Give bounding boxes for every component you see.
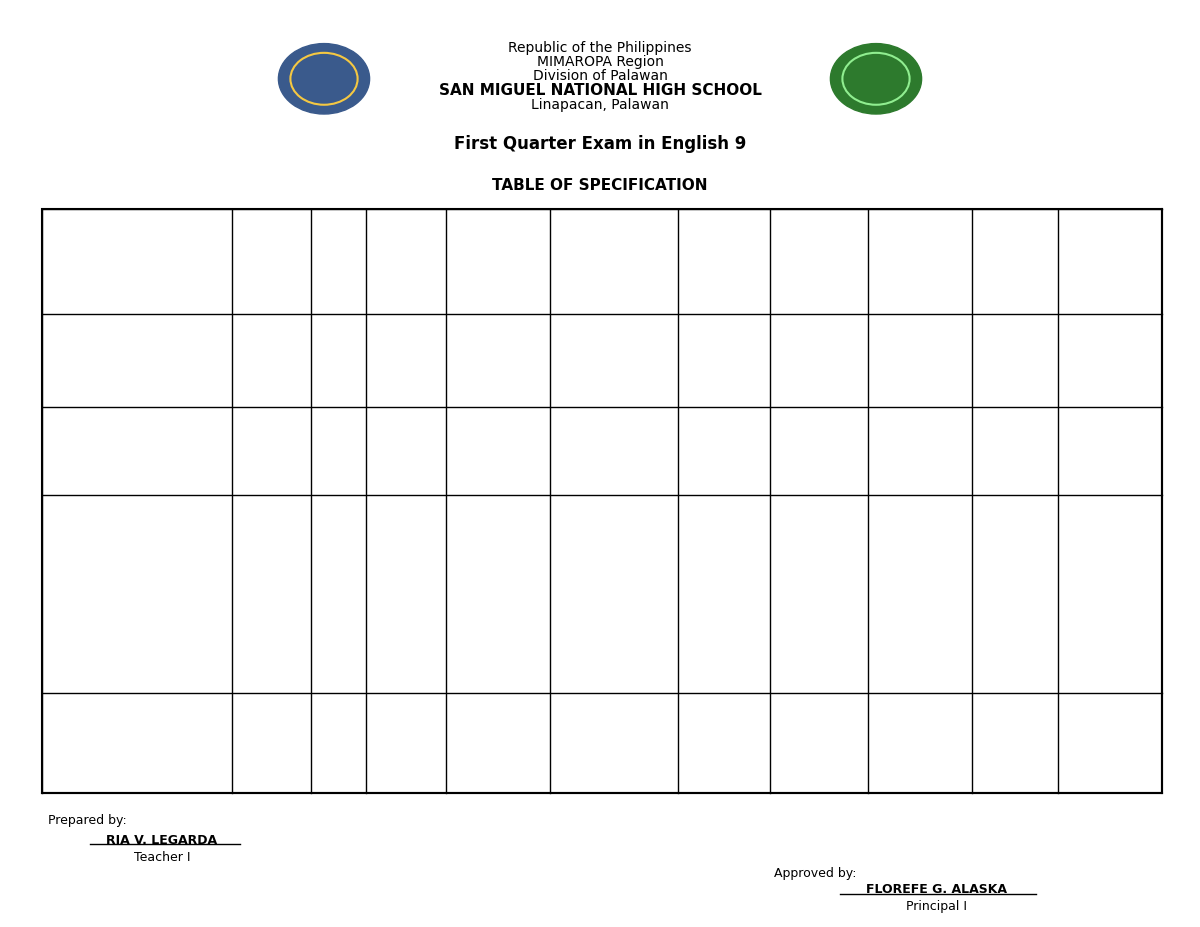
Text: 10: 10: [606, 588, 622, 601]
Text: FLOREFE G. ALASKA: FLOREFE G. ALASKA: [865, 883, 1007, 896]
Text: 0: 0: [1012, 444, 1019, 457]
Text: 0: 0: [1012, 588, 1019, 601]
Text: Analyzing: Analyzing: [787, 255, 851, 268]
Text: 5: 5: [815, 354, 823, 367]
Text: 67%: 67%: [392, 588, 419, 601]
Text: 1
week: 1 week: [256, 347, 287, 375]
Text: 4
weeks: 4 weeks: [253, 580, 290, 608]
Text: 1: 1: [815, 444, 823, 457]
Text: 11: 11: [811, 736, 827, 749]
Text: Percen
tage %: Percen tage %: [383, 248, 428, 275]
Text: RIA V. LEGARDA: RIA V. LEGARDA: [107, 834, 217, 847]
Text: 8
weeks: 8 weeks: [251, 729, 293, 757]
Text: 7: 7: [493, 736, 502, 749]
Text: 100%: 100%: [388, 736, 424, 749]
Text: Teacher I: Teacher I: [133, 851, 191, 864]
Text: 1: 1: [916, 354, 924, 367]
Text: Q1 Use conditionals in
expressing arguments
EN9G-IIe-20: Q1 Use conditionals in expressing argume…: [49, 435, 174, 467]
Text: Understanding: Understanding: [565, 255, 664, 268]
Text: 5: 5: [720, 588, 728, 601]
Text: 11%: 11%: [392, 444, 419, 457]
Text: Creating: Creating: [986, 255, 1043, 268]
Text: Applying: Applying: [695, 255, 754, 268]
Text: Q1 Express
permission, obligation,
and prohibition using
modals: Q1 Express permission, obligation, and p…: [49, 338, 176, 383]
Text: 45: 45: [330, 736, 347, 749]
Text: First Quarter Exam in English 9: First Quarter Exam in English 9: [454, 134, 746, 153]
Text: 1-30: 1-30: [1097, 588, 1123, 601]
Text: 1: 1: [494, 444, 502, 457]
Text: 7: 7: [720, 736, 728, 749]
Text: 5: 5: [494, 588, 502, 601]
Text: 13: 13: [606, 736, 622, 749]
Text: 3 weeks: 3 weeks: [247, 444, 295, 457]
Text: Principal I: Principal I: [906, 900, 966, 913]
Text: Item
Placement: Item Placement: [1075, 248, 1145, 275]
Text: SAN MIGUEL NATIONAL HIGH SCHOOL: SAN MIGUEL NATIONAL HIGH SCHOOL: [438, 83, 762, 98]
Text: Evaluating: Evaluating: [884, 255, 955, 268]
Text: Republic of the Philippines: Republic of the Philippines: [509, 41, 691, 56]
Text: 1: 1: [720, 444, 728, 457]
Text: TOPIC: TOPIC: [116, 255, 157, 268]
Text: 45 items: 45 items: [1081, 736, 1139, 749]
Text: 1: 1: [611, 444, 618, 457]
Text: 5: 5: [335, 444, 342, 457]
Text: 1: 1: [494, 354, 502, 367]
Text: 31-40: 31-40: [1092, 354, 1127, 367]
Text: 5: 5: [917, 588, 924, 601]
Text: 7: 7: [916, 736, 924, 749]
Text: 0: 0: [1012, 354, 1019, 367]
Text: 1: 1: [916, 444, 924, 457]
Text: Remembering: Remembering: [451, 255, 544, 268]
Text: 2: 2: [611, 354, 618, 367]
Text: 1: 1: [720, 354, 728, 367]
Text: TABLE OF SPECIFICATION: TABLE OF SPECIFICATION: [492, 178, 708, 193]
Text: 41-45: 41-45: [1092, 444, 1127, 457]
Text: 22%: 22%: [392, 354, 419, 367]
Text: 0: 0: [1010, 736, 1019, 749]
Text: 30: 30: [331, 588, 346, 601]
Text: Linapacan, Palawan: Linapacan, Palawan: [532, 97, 668, 112]
Text: MIMAROPA Region: MIMAROPA Region: [536, 55, 664, 70]
Text: 5: 5: [815, 588, 823, 601]
Text: Prepared by:: Prepared by:: [48, 814, 127, 827]
Text: 10: 10: [331, 354, 346, 367]
Text: Approved by:: Approved by:: [774, 867, 857, 880]
Text: No. of
Days
Taught: No. of Days Taught: [248, 240, 294, 283]
Text: No.
of
Ite
ms: No. of Ite ms: [328, 232, 350, 290]
Text: TOTAL: TOTAL: [116, 736, 158, 749]
Text: Q1 Employ the
appropriate
communicative styles
for various situations
(intimate,: Q1 Employ the appropriate communicative …: [49, 554, 172, 634]
Text: Division of Palawan: Division of Palawan: [533, 69, 667, 83]
